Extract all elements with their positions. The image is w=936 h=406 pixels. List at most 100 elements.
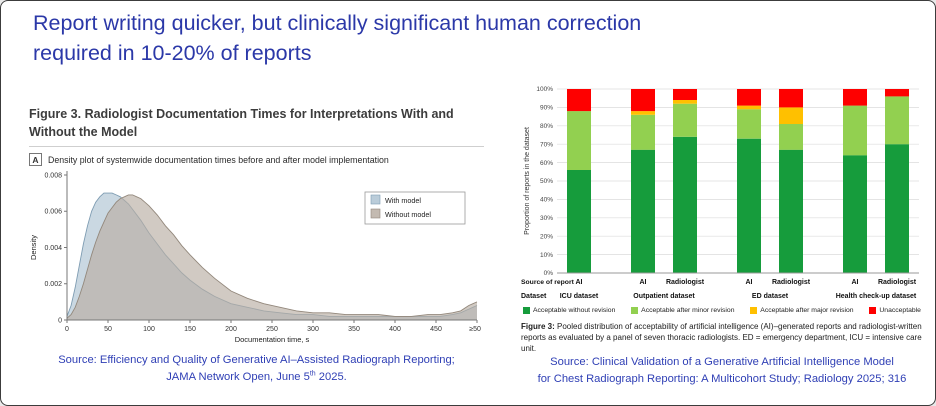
bar-source-label: AI [852,279,859,286]
panel-a-label: A [29,153,42,167]
jama-source-line2-sup: th [309,370,316,378]
svg-text:100%: 100% [536,86,553,93]
bar-legend-label: Acceptable after minor revision [641,307,735,314]
svg-text:0%: 0% [544,270,554,277]
radiology-source: Source: Clinical Validation of a Generat… [521,354,923,388]
svg-text:50%: 50% [540,178,553,185]
bar-segment [737,89,761,106]
bar-source-label: Radiologist [772,279,811,286]
bar-source-label: Radiologist [666,279,705,286]
jama-source-line2: JAMA Network Open, June 5th 2025. [29,369,484,386]
bar-legend-item: Acceptable after major revision [750,307,854,314]
svg-text:60%: 60% [540,160,553,167]
bar-segment [779,124,803,150]
bar-segment [673,89,697,100]
svg-text:0.004: 0.004 [44,245,62,252]
svg-text:400: 400 [389,326,401,333]
bar-source-label: Radiologist [878,279,917,286]
bar-legend-item: Acceptable after minor revision [631,307,734,314]
svg-text:350: 350 [348,326,360,333]
svg-text:30%: 30% [540,215,553,222]
bar-ylabel: Proportion of reports in the dataset [524,127,531,235]
slide-title-line2: required in 10-20% of reports [33,40,312,65]
svg-text:300: 300 [307,326,319,333]
density-area [67,195,477,321]
radiology-caption-label: Figure 3: [521,322,555,331]
bar-legend-swatch [631,307,639,314]
bar-segment [843,105,867,156]
bar-legend-item: Acceptable without revision [523,307,615,314]
svg-text:150: 150 [184,326,196,333]
bar-dataset-label: ICU dataset [560,293,599,300]
radiology-source-line1: Source: Clinical Validation of a Generat… [550,356,894,369]
radiology-figure-caption: Figure 3: Pooled distribution of accepta… [521,322,923,354]
jama-source-line2-pre: JAMA Network Open, June 5 [166,371,310,384]
svg-text:90%: 90% [540,105,553,112]
jama-figure-panel: Figure 3. Radiologist Documentation Time… [29,105,484,386]
radiology-figure-panel: 0% 10% 20% 30% 40% 50% 60% 70% 80% 90% 100% Proport… [521,83,923,388]
panel-caption-row: A Density plot of systemwide documentati… [29,153,484,167]
bar-segment [631,89,655,112]
bar-segment [567,170,591,273]
svg-text:450: 450 [430,326,442,333]
bar-chart-svg: 0% 10% 20% 30% 40% 50% 60% 70% 80% 90% 100% Proport… [521,86,919,300]
bar-dataset-label: ED dataset [752,293,789,300]
panel-a-caption: Density plot of systemwide documentation… [48,154,389,165]
density-xlabel: Documentation time, s [235,335,310,344]
bar-segment [737,105,761,110]
bar-segment [779,89,803,108]
bar-segment [843,89,867,106]
bar-dataset-label: Outpatient dataset [633,293,695,300]
svg-text:0: 0 [58,318,62,325]
density-legend-label: With model [385,196,421,205]
bar-source-label: AI [640,279,647,286]
jama-source-line2-post: 2025. [315,371,347,384]
radiology-source-line2: for Chest Radiograph Reporting: A Multic… [537,373,907,386]
divider [29,146,484,148]
svg-text:0.008: 0.008 [44,173,62,180]
bar-segment [631,149,655,273]
density-legend-box [364,191,466,225]
bar-legend-label: Acceptable after major revision [760,307,854,314]
svg-text:0.006: 0.006 [44,209,62,216]
svg-text:80%: 80% [540,123,553,130]
bar-legend-label: Unacceptable [879,307,921,314]
bar-segment [843,155,867,273]
svg-text:20%: 20% [540,233,553,240]
bar-segment [885,96,909,145]
bar-segment [779,149,803,273]
bar-segment [673,136,697,273]
bar-segment [737,138,761,273]
jama-source: Source: Efficiency and Quality of Genera… [29,352,484,386]
svg-text:250: 250 [266,326,278,333]
density-curve [66,194,478,319]
density-legend-swatch [370,194,381,205]
slide-title: Report writing quicker, but clinically s… [33,9,913,68]
jama-source-line1: Source: Efficiency and Quality of Genera… [58,354,455,367]
bar-segment [631,114,655,150]
svg-text:0: 0 [65,326,69,333]
bar-dataset-label: Health check-up dataset [836,293,917,300]
row-header-source: Source of report [521,279,575,286]
bar-segment [673,103,697,137]
density-legend-label: Without model [385,210,431,219]
svg-text:50: 50 [104,326,112,333]
bar-segment [779,107,803,124]
bar-legend-item: Unacceptable [869,307,921,314]
bar-legend: Acceptable without revision Acceptable af… [521,307,923,314]
bar-segment [567,89,591,112]
svg-text:40%: 40% [540,197,553,204]
bar-legend-swatch [523,307,530,314]
svg-text:0.002: 0.002 [44,281,62,288]
bar-segment [885,89,909,97]
density-plot-svg: 0 0.002 0.004 0.006 0.008 0 50 100 150 200 250 300 3… [29,171,481,344]
slide-title-line1: Report writing quicker, but clinically s… [33,11,642,35]
density-legend-swatch [370,208,381,219]
radiology-caption-text: Pooled distribution of acceptability of … [521,322,922,353]
bar-legend-swatch [750,307,758,314]
bar-segment [567,111,591,170]
bar-legend-swatch [869,307,877,314]
svg-text:≥500: ≥500 [469,326,481,333]
svg-text:70%: 70% [540,141,553,148]
